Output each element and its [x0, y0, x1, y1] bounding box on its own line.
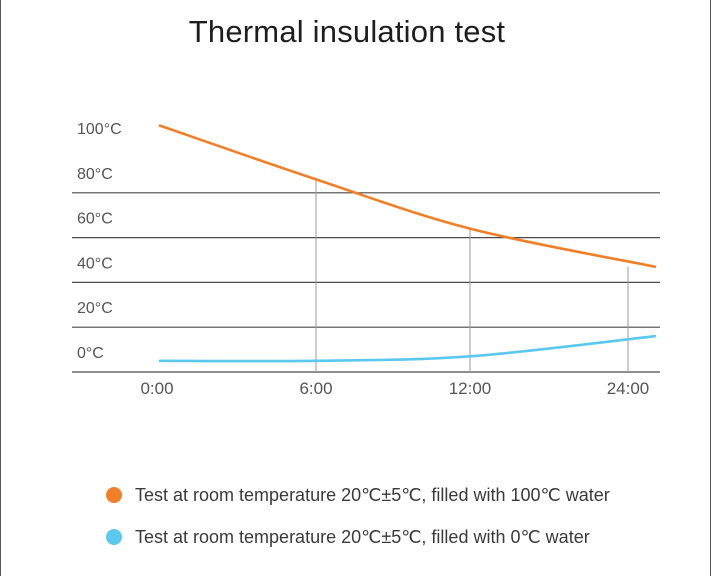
y-tick-label: 40°C: [77, 255, 113, 272]
x-tick-label: 12:00: [449, 379, 492, 398]
y-tick-label: 0°C: [77, 345, 104, 362]
legend-label-cold: Test at room temperature 20℃±5℃, filled …: [135, 526, 590, 547]
x-tick-label: 0:00: [140, 379, 173, 398]
series-line-cold: [158, 334, 657, 363]
y-tick-label: 100°C: [77, 121, 122, 138]
legend-swatch-cold: [106, 529, 122, 545]
series-line-hot: [158, 124, 657, 269]
line-chart: 100°C 80°C 60°C 40°C 20°C 0°C 0:00 6:00 12:00 24:…: [72, 121, 660, 398]
legend-item-cold: Test at room temperature 20℃±5℃, filled …: [106, 526, 610, 548]
right-border: [710, 0, 711, 576]
y-tick-label: 20°C: [77, 300, 113, 317]
x-tick-label: 24:00: [607, 379, 650, 398]
legend: Test at room temperature 20℃±5℃, filled …: [106, 484, 610, 568]
left-border: [0, 0, 1, 576]
legend-swatch-hot: [106, 487, 122, 503]
legend-item-hot: Test at room temperature 20℃±5℃, filled …: [106, 484, 610, 506]
x-tick-label: 6:00: [299, 379, 332, 398]
y-tick-label: 80°C: [77, 166, 113, 183]
chart-title: Thermal insulation test: [188, 14, 506, 49]
y-tick-label: 60°C: [77, 211, 113, 228]
legend-label-hot: Test at room temperature 20℃±5℃, filled …: [135, 484, 610, 505]
